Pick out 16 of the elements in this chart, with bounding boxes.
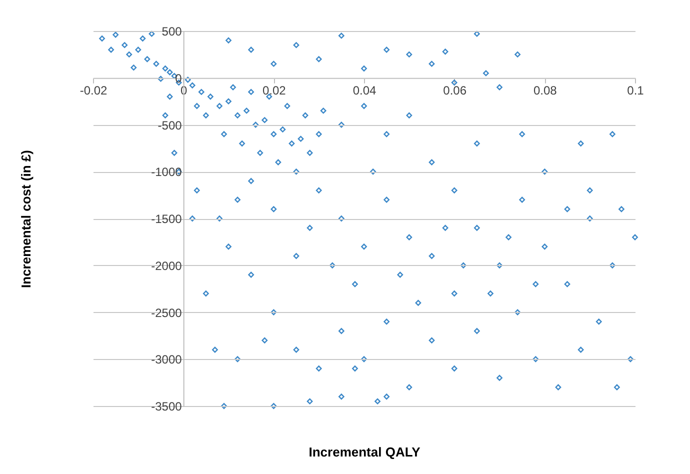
y-tick-label: -3000 (151, 352, 182, 367)
y-tick-label: -1000 (151, 165, 182, 180)
x-tick-label: 0.1 (627, 83, 644, 98)
y-tick-label: -1500 (151, 212, 182, 226)
y-tick-label: -3500 (151, 400, 182, 414)
x-axis-title: Incremental QALY (308, 444, 421, 460)
x-tick-label: 0.06 (443, 83, 467, 98)
x-tick-label: 0.08 (533, 83, 558, 98)
y-tick-label: -2000 (151, 258, 182, 273)
y-tick-label: -500 (158, 118, 182, 132)
y-axis-title: Incremental cost (in £) (18, 150, 34, 288)
y-tick-label: 500 (162, 24, 182, 38)
x-tick-label: -0.02 (80, 83, 108, 98)
y-tick-label: -2500 (151, 306, 182, 320)
x-tick-label: 0.02 (262, 83, 286, 98)
x-tick-label: 0.04 (352, 83, 376, 98)
